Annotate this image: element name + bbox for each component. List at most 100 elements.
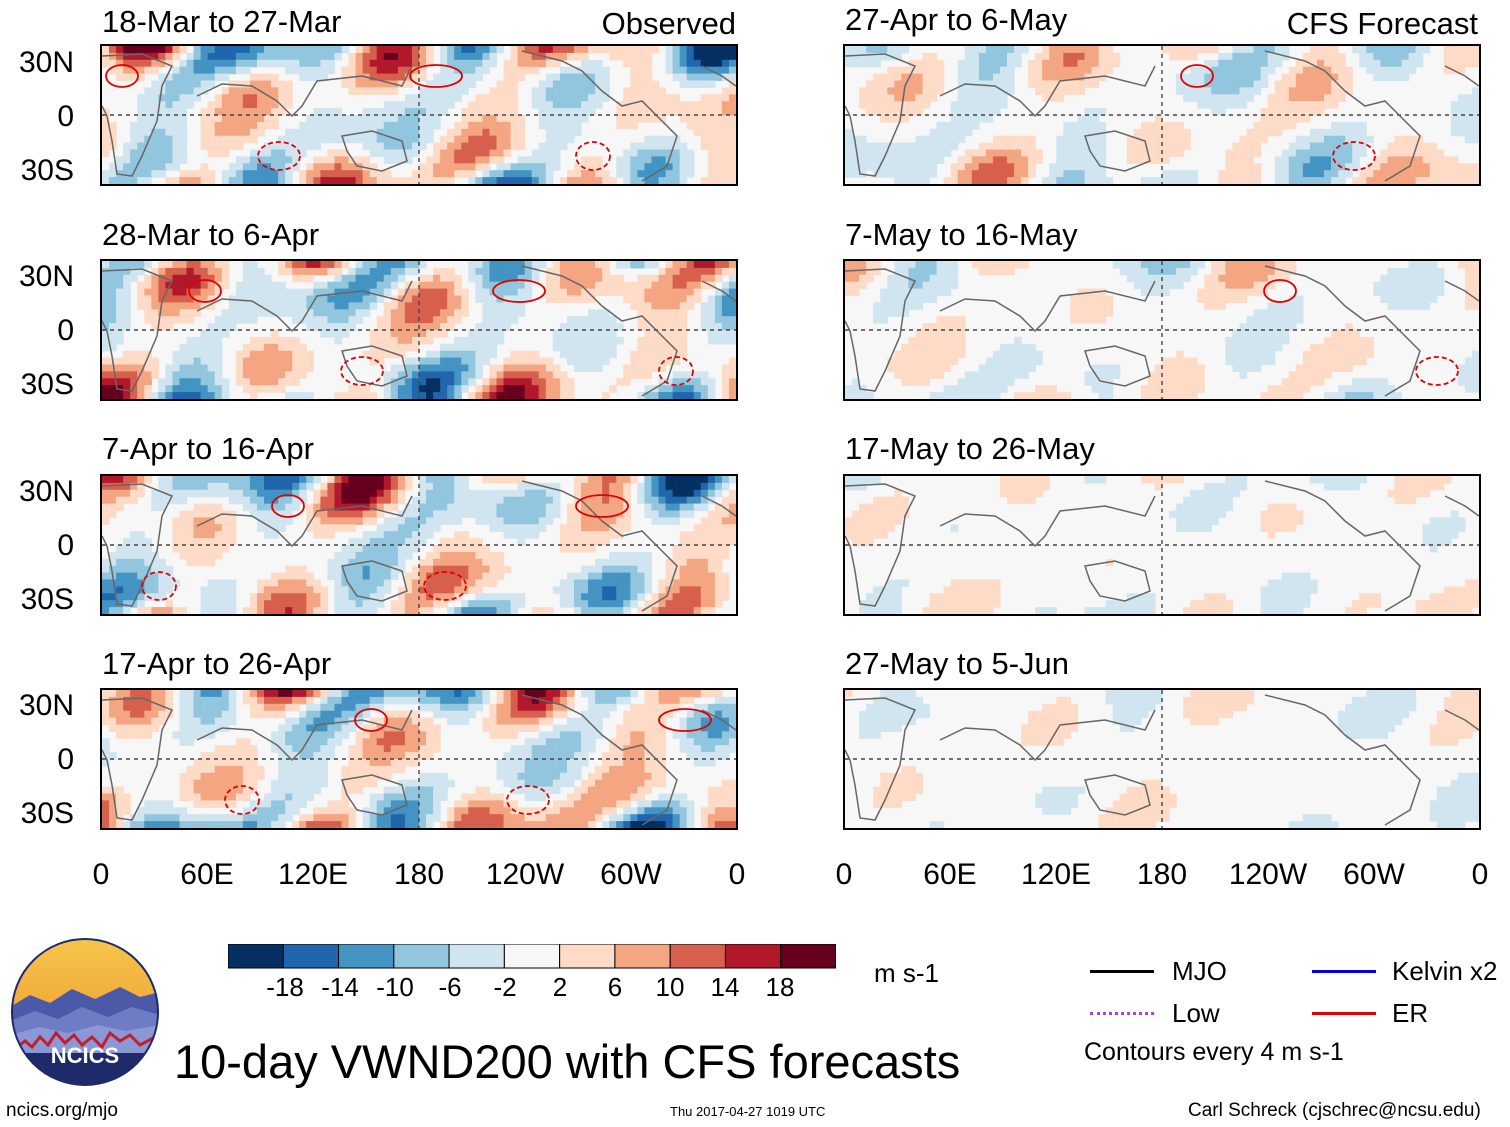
coastline	[521, 480, 678, 612]
map-panel-obs-1	[100, 44, 738, 186]
lon-label: 60W	[600, 858, 662, 891]
lon-label: 180	[1136, 858, 1188, 891]
colorbar-swatch	[448, 944, 505, 969]
er-contour	[1415, 356, 1459, 386]
legend-line-kelvin	[1312, 970, 1376, 973]
coastline	[341, 345, 408, 387]
coastline	[1264, 50, 1421, 182]
lon-label: 180	[393, 858, 445, 891]
panel-title-fcst-4: 27-May to 5-Jun	[845, 646, 1069, 681]
coastline	[521, 694, 678, 826]
coastline	[1444, 495, 1479, 517]
coastline	[939, 65, 1156, 118]
lon-label: 120E	[277, 858, 349, 891]
coastline	[341, 130, 408, 172]
er-contour	[409, 64, 463, 88]
coastline	[845, 697, 917, 821]
er-contour	[575, 494, 629, 518]
contour-note: Contours every 4 m s-1	[1084, 1038, 1344, 1066]
colorbar-label: -14	[321, 972, 359, 1002]
vwnd-field	[845, 476, 1479, 614]
colorbar-swatch	[503, 944, 561, 969]
coastline	[341, 774, 408, 816]
lat-label-30n: 30N	[18, 689, 74, 722]
lat-label-30n: 30N	[18, 260, 74, 293]
er-contour	[271, 494, 305, 518]
coastline	[845, 268, 917, 392]
lat-label-eq: 0	[57, 743, 74, 776]
coastline	[1084, 560, 1151, 602]
lat-label-30n: 30N	[18, 475, 74, 508]
footer-timestamp: Thu 2017-04-27 1019 UTC	[670, 1104, 826, 1119]
legend-line-er	[1312, 1012, 1376, 1015]
lat-label-30s: 30S	[20, 154, 74, 187]
coastline	[845, 53, 917, 177]
map-panel-fcst-1	[843, 44, 1481, 186]
lat-label-eq: 0	[57, 100, 74, 133]
colorbar-label: 10	[655, 972, 685, 1002]
coastline	[196, 495, 413, 548]
colorbar	[228, 944, 836, 969]
legend-label-low: Low	[1172, 998, 1220, 1028]
column-label-forecast: CFS Forecast	[1286, 6, 1478, 41]
main-title: 10-day VWND200 with CFS forecasts	[174, 1035, 961, 1088]
coastline	[701, 495, 736, 517]
lat-label-eq: 0	[57, 314, 74, 347]
coastline	[102, 53, 174, 177]
coastline	[1444, 709, 1479, 731]
colorbar-units: m s-1	[874, 958, 939, 988]
colorbar-label: 6	[607, 972, 623, 1002]
er-contour	[506, 785, 550, 815]
panel-title-fcst-2: 7-May to 16-May	[845, 217, 1078, 252]
er-contour	[1263, 279, 1297, 303]
map-panel-obs-4	[100, 688, 738, 830]
colorbar-label: -18	[266, 972, 304, 1002]
panel-title-fcst-3: 17-May to 26-May	[845, 431, 1095, 466]
er-contour	[658, 708, 712, 732]
er-contour	[423, 571, 467, 601]
coastline	[1084, 774, 1151, 816]
panel-title-obs-2: 28-Mar to 6-Apr	[102, 217, 320, 252]
coastline	[102, 697, 174, 821]
map-panel-obs-2	[100, 259, 738, 401]
panel-title-obs-1: 18-Mar to 27-Mar	[102, 4, 342, 39]
coastline	[521, 265, 678, 397]
coastline	[1264, 694, 1421, 826]
lon-label: 120E	[1020, 858, 1092, 891]
er-contour	[575, 141, 611, 171]
coastline	[341, 560, 408, 602]
lat-label-30s: 30S	[20, 797, 74, 830]
coastline	[1264, 480, 1421, 612]
map-panel-obs-3	[100, 474, 738, 616]
colorbar-label: -10	[376, 972, 414, 1002]
coastline	[1444, 65, 1479, 87]
colorbar-label: 14	[710, 972, 740, 1002]
ncics-logo: NCICS	[10, 937, 160, 1087]
vwnd-field	[102, 690, 736, 828]
vwnd-field	[845, 690, 1479, 828]
coastline	[701, 709, 736, 731]
er-contour	[354, 708, 388, 732]
lat-label-30s: 30S	[20, 368, 74, 401]
lat-label-eq: 0	[57, 529, 74, 562]
er-contour	[141, 571, 177, 601]
colorbar-swatch	[559, 944, 616, 969]
coastline	[196, 280, 413, 333]
vwnd-field	[845, 46, 1479, 184]
colorbar-label: -2	[493, 972, 517, 1002]
coastline	[521, 50, 678, 182]
panel-title-obs-3: 7-Apr to 16-Apr	[102, 431, 314, 466]
colorbar-label: 18	[765, 972, 795, 1002]
vwnd-field	[102, 476, 736, 614]
er-contour	[105, 64, 139, 88]
vwnd-field	[845, 261, 1479, 399]
colorbar-label: 2	[552, 972, 568, 1002]
column-label-observed: Observed	[601, 6, 736, 41]
legend-label-kelvin: Kelvin x2	[1392, 956, 1498, 986]
er-contour	[1180, 64, 1214, 88]
lon-label: 0	[835, 858, 853, 891]
coastline	[845, 483, 917, 607]
lat-label-30s: 30S	[20, 583, 74, 616]
lon-label: 0	[728, 858, 746, 891]
vwnd-field	[102, 261, 736, 399]
